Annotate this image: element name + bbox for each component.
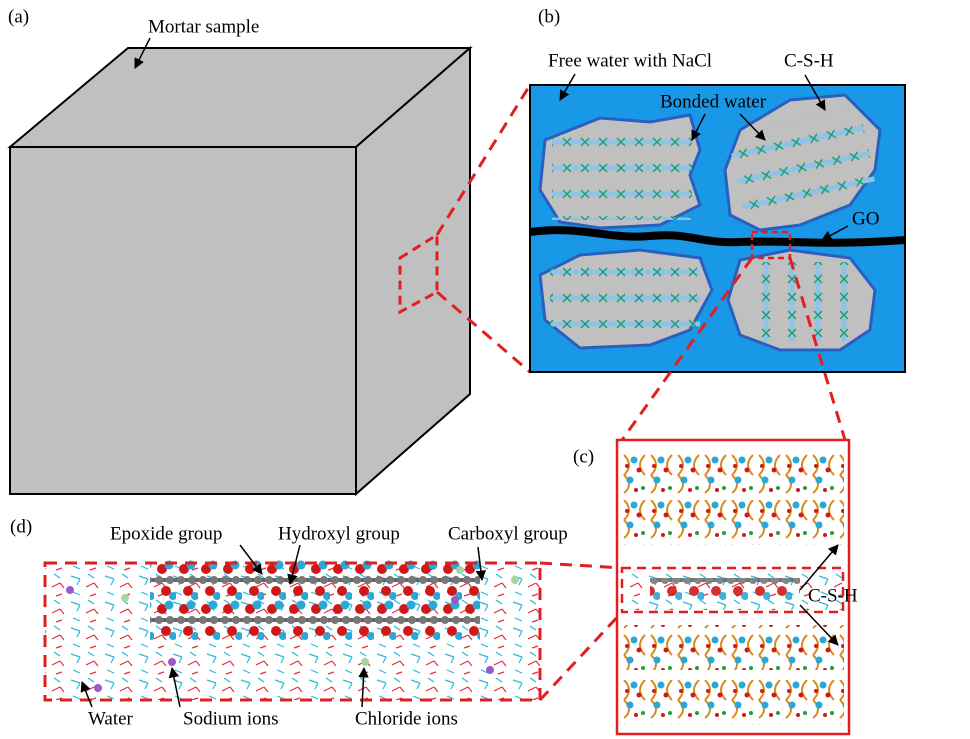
- figure: (a) Mortar sample (b) Free water with Na…: [0, 0, 970, 739]
- annotation: Water: [88, 708, 134, 729]
- panel-label: (a): [8, 6, 29, 27]
- annotation: Hydroxyl group: [278, 523, 400, 544]
- panel-d: [45, 560, 540, 700]
- annotation: Carboxyl group: [448, 523, 568, 544]
- annotation: Sodium ions: [183, 708, 279, 729]
- annotation: Chloride ions: [355, 708, 458, 729]
- panel-label: (d): [10, 516, 32, 537]
- annotation: GO: [852, 208, 879, 229]
- annotation: Free water with NaCl: [548, 50, 712, 71]
- annotation: Bonded water: [660, 91, 767, 112]
- panel-b: [530, 85, 905, 372]
- annotation: C-S-H: [808, 585, 858, 606]
- annotation: Mortar sample: [148, 16, 259, 37]
- panel-label: (b): [538, 6, 560, 27]
- panel-label: (c): [573, 446, 594, 467]
- annotation: Epoxide group: [110, 523, 222, 544]
- annotation: C-S-H: [784, 50, 834, 71]
